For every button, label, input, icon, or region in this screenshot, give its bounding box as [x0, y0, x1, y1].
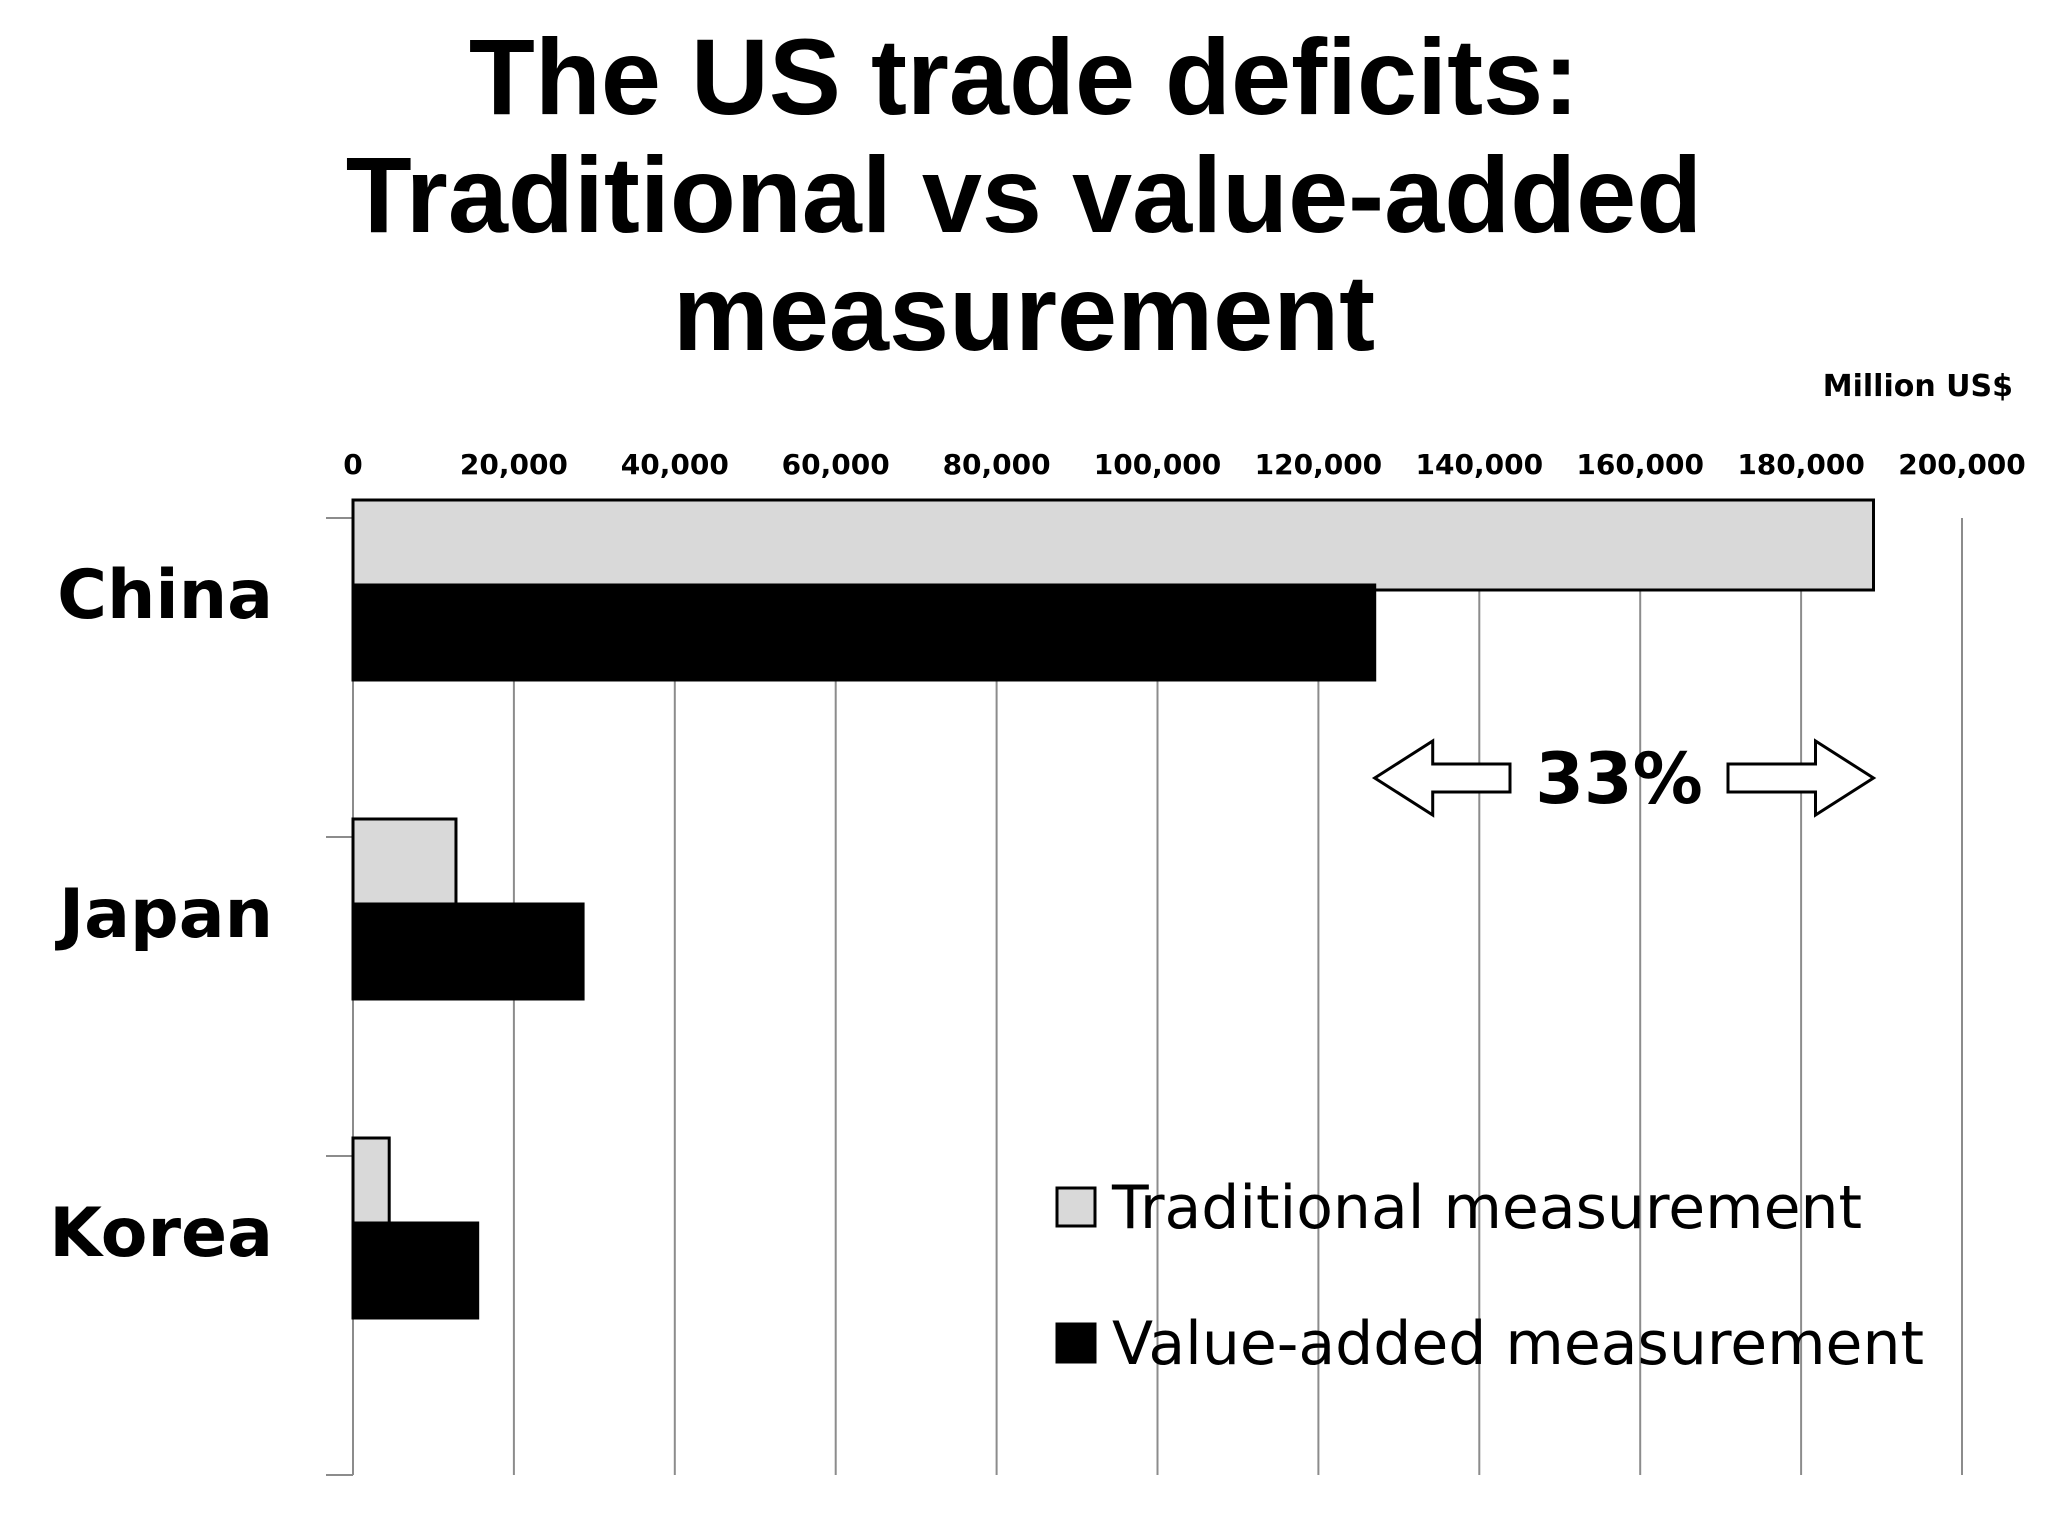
chart-title-line-2: Traditional vs value-added measurement	[345, 134, 1703, 373]
x-tick-label: 40,000	[621, 448, 729, 481]
chart-title: The US trade deficits: Traditional vs va…	[0, 18, 2048, 372]
arrow-left-icon	[1371, 738, 1512, 818]
unit-label: Million US$	[1823, 369, 2013, 404]
x-tick-label: 200,000	[1898, 448, 2026, 481]
chart-title-line-1: The US trade deficits:	[468, 16, 1580, 137]
x-axis-ticks: 0 20,000 40,000 60,000 80,000 100,000 120,000 1…	[343, 448, 2026, 481]
bar-korea-series-2	[351, 1221, 480, 1320]
x-tick-label: 0	[343, 448, 362, 481]
bars-layer	[351, 498, 1876, 1320]
bar-china-series-1	[351, 498, 1876, 592]
difference-annotation: 33%	[1371, 738, 1877, 820]
x-tick-label: 80,000	[943, 448, 1051, 481]
bar-korea-series-1	[351, 1136, 391, 1230]
x-tick-label: 160,000	[1576, 448, 1704, 481]
x-tick-label: 100,000	[1094, 448, 1222, 481]
annotation-label: 33%	[1535, 738, 1703, 820]
category-labels: China Japan Korea	[49, 556, 273, 1273]
arrow-right-icon	[1726, 738, 1877, 818]
legend-swatch	[1055, 1322, 1097, 1364]
bar-china-series-2	[351, 583, 1377, 682]
bar-japan-series-2	[351, 902, 585, 1001]
x-tick-label: 180,000	[1737, 448, 1865, 481]
bar-japan-series-1	[351, 817, 458, 911]
category-label-japan: Japan	[55, 875, 273, 954]
legend-label: Traditional measurement	[1111, 1173, 1862, 1243]
legend-swatch	[1055, 1186, 1097, 1228]
x-tick-label: 120,000	[1255, 448, 1383, 481]
legend-label: Value-added measurement	[1112, 1309, 1924, 1379]
x-tick-label: 20,000	[460, 448, 568, 481]
category-label-korea: Korea	[49, 1194, 273, 1273]
category-label-china: China	[57, 556, 273, 635]
x-tick-label: 60,000	[782, 448, 890, 481]
legend: Traditional measurement Value-added measu…	[1055, 1173, 1924, 1379]
x-tick-label: 140,000	[1416, 448, 1544, 481]
